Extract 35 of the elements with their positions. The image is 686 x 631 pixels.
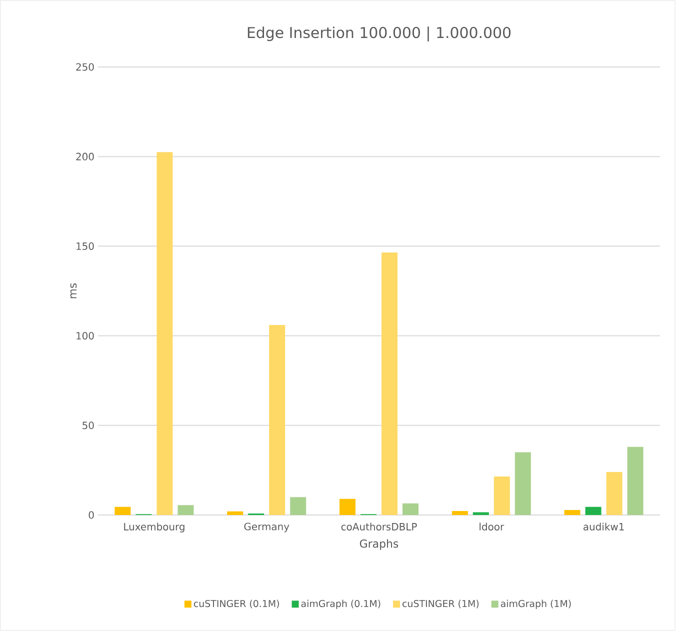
y-tick-label: 150 (76, 242, 94, 250)
y-tick-label: 100 (76, 332, 94, 340)
bar (178, 505, 194, 515)
y-tick-label: 50 (82, 422, 94, 430)
bar (606, 472, 622, 515)
x-tick-label: Luxembourg (124, 522, 184, 532)
y-tick-label: 250 (76, 63, 94, 71)
bar (402, 503, 419, 515)
x-tick-label: audikw1 (584, 522, 624, 530)
legend-label: aimGraph (0.1M) (301, 600, 380, 609)
x-axis-title: Graphs (360, 539, 398, 550)
legend-label: cuSTINGER (0.1M) (194, 600, 279, 608)
bar (114, 506, 131, 515)
bar (564, 510, 580, 515)
x-tick-label: coAuthorsDBLP (341, 522, 417, 530)
legend-label: aimGraph (1M) (500, 600, 571, 609)
bar (340, 498, 356, 515)
y-axis-title: ms (70, 283, 77, 298)
legend-label: cuSTINGER (1M) (402, 600, 479, 608)
bar (269, 325, 286, 515)
bar (472, 512, 489, 515)
bar (494, 476, 510, 515)
bar (627, 446, 644, 515)
chart-title: Edge Insertion 100.000 | 1.000.000 (248, 26, 511, 42)
bar (156, 152, 173, 515)
y-tick-label: 200 (76, 152, 94, 160)
x-tick-label: ldoor (480, 522, 504, 530)
bar (585, 506, 602, 515)
y-tick-label: 0 (88, 511, 94, 519)
bar (227, 511, 244, 515)
bar (382, 252, 398, 515)
bar (452, 511, 468, 515)
x-tick-label: Germany (244, 522, 290, 532)
bar (290, 497, 306, 515)
bar (514, 452, 531, 515)
